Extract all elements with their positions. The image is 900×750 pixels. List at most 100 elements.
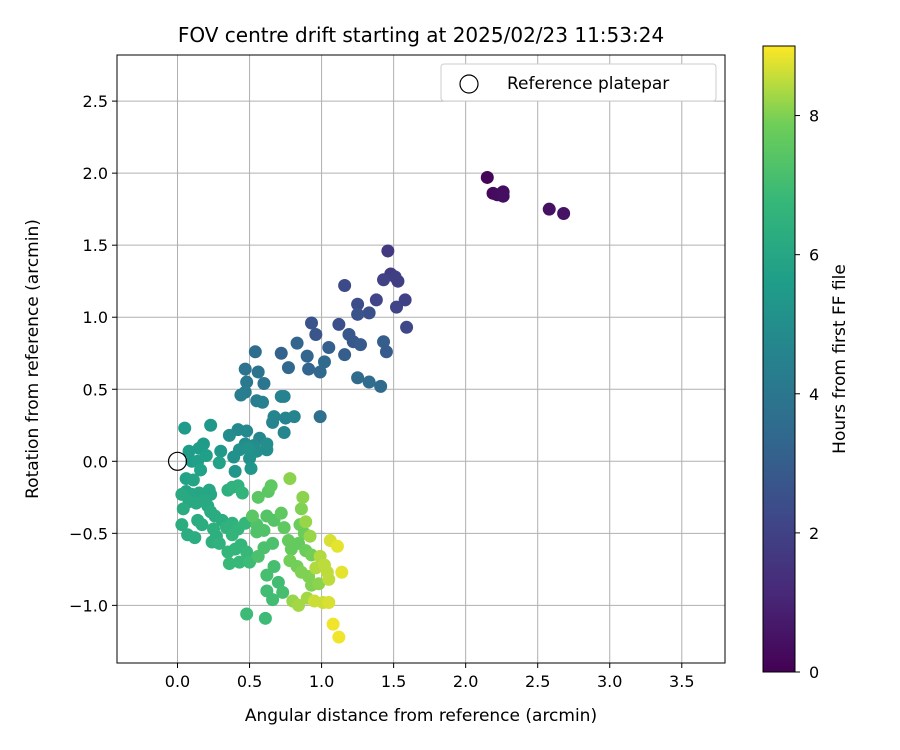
data-point [287,410,301,424]
data-point [241,441,255,455]
colorbar-tick-label: 6 [809,246,819,265]
data-point [496,189,510,203]
data-point [322,572,336,586]
data-point [299,515,313,529]
data-point [251,490,265,504]
data-point [222,557,236,571]
data-point [313,410,327,424]
data-point [176,502,190,516]
data-point [260,437,274,451]
data-point [391,274,405,288]
data-point [204,418,218,432]
data-point [302,362,316,376]
data-point [266,415,280,429]
reference-platepar-marker [167,451,188,471]
data-point [277,425,291,439]
data-point [257,376,271,390]
data-point [199,449,213,463]
y-tick-label: −1.0 [69,596,108,615]
legend-marker-reference [459,74,479,94]
data-point [557,206,571,220]
y-tick-label: −0.5 [69,524,108,543]
data-point [277,521,291,535]
data-point [186,473,200,487]
colorbar-tick-label: 2 [809,524,819,543]
data-point [260,568,274,582]
data-point [322,595,336,609]
x-tick-label: 1.5 [381,672,406,691]
data-point [303,529,317,543]
data-point [283,472,297,486]
data-point [400,320,414,334]
data-point [274,506,288,520]
data-point [338,348,352,362]
data-point [251,365,265,379]
x-tick-label: 3.0 [597,672,622,691]
x-tick-label: 0.5 [237,672,262,691]
legend-label-reference: Reference platepar [507,74,669,94]
data-point [248,345,262,359]
colorbar-tick-label: 0 [809,663,819,682]
data-point [326,617,340,631]
data-point [305,316,319,330]
data-point [212,456,226,470]
data-point [238,362,252,376]
plot-area [117,55,725,663]
plot-frame [116,54,726,664]
data-point [264,479,278,493]
data-point [390,300,404,314]
data-point [266,536,280,550]
colorbar-label: Hours from first FF file [830,264,850,454]
data-point [296,490,310,504]
data-point [234,388,248,402]
y-tick-label: 1.0 [83,308,108,327]
data-point [266,593,280,607]
data-point [235,486,249,500]
legend-box [440,63,717,102]
data-point [309,328,323,342]
data-point [245,509,259,523]
x-tick-label: 3.5 [669,672,694,691]
y-axis-ticks: −1.0 −0.5 0.0 0.5 1.0 1.5 2.0 2.5 [69,92,117,615]
data-point [188,531,202,545]
data-point [335,565,349,579]
data-point [398,293,412,307]
colorbar: 0 2 4 6 8 Hours from first FF file [762,45,850,682]
data-point [374,379,388,393]
colorbar-tick-label: 8 [809,107,819,126]
data-point [542,202,556,216]
data-point [271,575,285,589]
data-point [369,293,383,307]
data-point [228,464,242,478]
data-point [281,361,295,375]
data-point [377,335,391,349]
data-point [379,345,393,359]
y-tick-label: 1.5 [83,236,108,255]
y-tick-label: 0.5 [83,380,108,399]
data-point [290,336,304,350]
data-point [317,355,331,369]
data-point [256,395,270,409]
y-tick-label: 2.5 [83,92,108,111]
data-point [353,338,367,352]
chart-title: FOV centre drift starting at 2025/02/23 … [178,23,664,47]
data-point [312,577,326,591]
data-point [332,317,346,331]
data-points [175,170,571,644]
x-tick-label: 2.0 [453,672,478,691]
data-point [351,371,365,385]
data-point [362,375,376,389]
data-point [222,428,236,442]
data-point [274,346,288,360]
data-point [351,307,365,321]
y-axis-label: Rotation from reference (arcmin) [23,219,43,499]
data-point [232,555,246,569]
colorbar-ticks: 0 2 4 6 8 [795,107,819,682]
data-point [182,444,196,458]
data-point [240,607,254,621]
x-axis-ticks: 0.0 0.5 1.0 1.5 2.0 2.5 3.0 3.5 [165,663,695,691]
legend: Reference platepar [440,63,717,102]
data-point [351,297,365,311]
data-point [362,306,376,320]
x-tick-label: 0.0 [165,672,190,691]
